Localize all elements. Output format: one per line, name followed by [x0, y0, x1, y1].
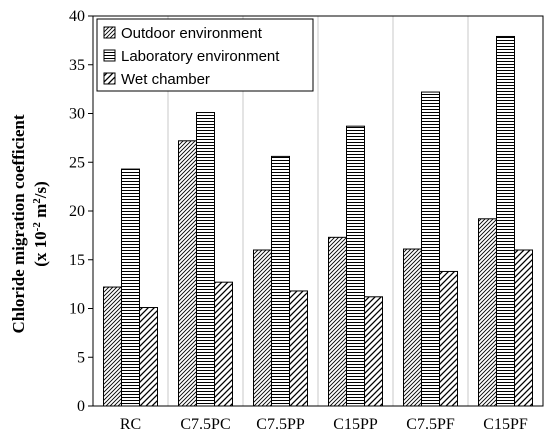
bar	[214, 281, 233, 407]
bar	[328, 236, 347, 407]
legend-box	[96, 18, 314, 92]
x-tick-label: C15PF	[483, 416, 528, 433]
y-tick-label: 0	[77, 398, 85, 415]
x-tick-label: C7.5PP	[256, 416, 305, 433]
legend-label: Laboratory environment	[121, 48, 280, 65]
bar	[514, 249, 533, 407]
y-axis-title: Chloride migration coefficient (x 10-2 m…	[9, 114, 50, 333]
bar	[253, 249, 272, 407]
bar	[439, 270, 458, 407]
legend-swatch	[103, 26, 116, 39]
bar	[364, 296, 383, 407]
x-axis-labels: RC C7.5PC C7.5PP C15PP C7.5PF C15PF	[120, 416, 528, 433]
legend-label: Outdoor environment	[121, 25, 263, 42]
y-axis-ticks: 0 5 10 15 20 25 30 35 40	[69, 8, 93, 415]
bar	[403, 248, 422, 407]
y-tick-label: 20	[69, 203, 85, 220]
bar	[289, 290, 308, 407]
legend-swatch	[103, 49, 116, 62]
bar	[496, 35, 515, 407]
legend-label: Wet chamber	[121, 71, 210, 88]
y-tick-label: 15	[69, 252, 85, 269]
bar	[196, 112, 215, 407]
bar	[139, 307, 158, 407]
legend: Outdoor environment Laboratory environmen…	[96, 18, 314, 92]
y-tick-label: 5	[77, 349, 85, 366]
bar	[121, 168, 140, 407]
bar	[103, 286, 122, 407]
bar	[421, 91, 440, 407]
y-axis-title-line2: (x 10-2 m2/s)	[31, 181, 50, 267]
x-tick-label: C15PP	[333, 416, 378, 433]
bar	[271, 155, 290, 407]
bar	[346, 125, 365, 407]
bar	[478, 218, 497, 407]
y-tick-label: 30	[69, 106, 85, 123]
x-tick-label: C7.5PC	[180, 416, 230, 433]
x-tick-label: RC	[120, 416, 141, 433]
legend-swatch	[103, 72, 116, 85]
y-tick-label: 10	[69, 301, 85, 318]
y-tick-label: 40	[69, 8, 85, 25]
y-tick-label: 25	[69, 154, 85, 171]
y-axis-title-line1: Chloride migration coefficient	[9, 114, 28, 333]
y-tick-label: 35	[69, 57, 85, 74]
bar	[178, 140, 197, 407]
plot-frame	[92, 15, 544, 407]
x-tick-label: C7.5PF	[406, 416, 455, 433]
